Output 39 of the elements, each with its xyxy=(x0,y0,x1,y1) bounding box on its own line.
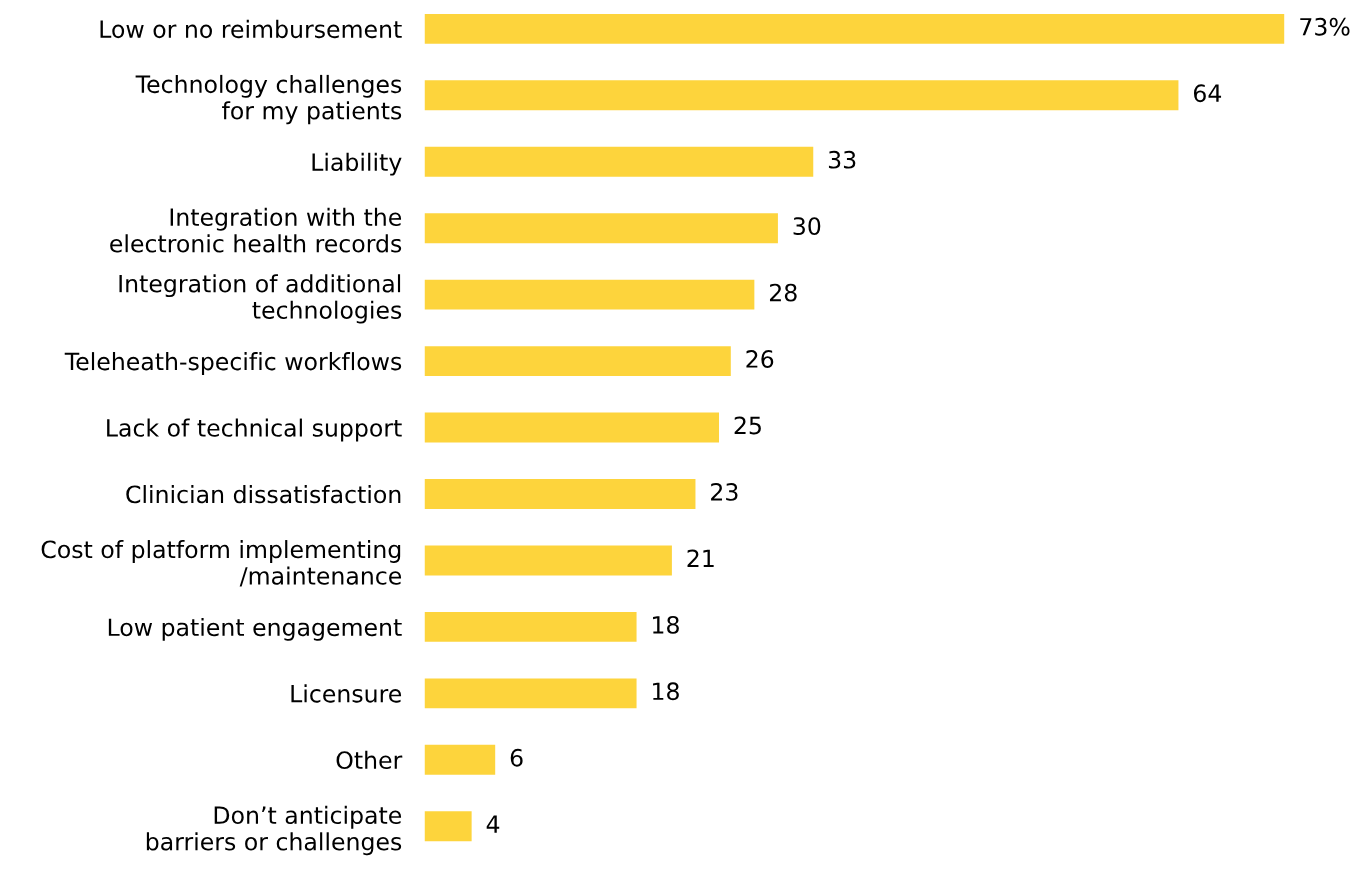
data-label: 28 xyxy=(769,283,797,302)
y-tick-label: Integration of additional technologies xyxy=(119,274,402,324)
data-label: 26 xyxy=(746,350,774,368)
y-tick-label: Teleheath-specific workflows xyxy=(64,352,402,375)
data-label: 21 xyxy=(687,549,714,567)
bar xyxy=(424,213,778,244)
y-tick-label: Other xyxy=(336,750,403,770)
data-label: 25 xyxy=(734,416,761,435)
data-label: 6 xyxy=(510,748,523,767)
bar xyxy=(424,346,731,377)
y-tick-label: Don’t anticipate barriers or challenges xyxy=(146,805,402,856)
data-label: 30 xyxy=(793,217,821,236)
y-tick-label: Clinician dissatisfaction xyxy=(126,485,401,504)
y-tick-label: Licensure xyxy=(291,684,402,703)
bar xyxy=(424,279,755,310)
data-label: 73% xyxy=(1300,17,1350,36)
y-tick-label: Technology challenges for my patients xyxy=(135,74,402,125)
bar xyxy=(424,412,720,443)
data-label: 18 xyxy=(653,615,679,634)
y-tick-label: Low or no reimbursement xyxy=(100,19,402,39)
y-tick-label: Liability xyxy=(312,152,402,176)
data-label: 64 xyxy=(1193,84,1222,103)
y-tick-label: Low patient engagement xyxy=(108,617,402,641)
bar xyxy=(424,146,814,177)
bar xyxy=(424,811,472,842)
bar xyxy=(424,678,637,709)
y-tick-label: Lack of technical support xyxy=(107,418,402,442)
data-label: 33 xyxy=(828,150,856,169)
bar xyxy=(424,13,1285,44)
data-label: 4 xyxy=(486,815,500,833)
bar xyxy=(424,80,1179,111)
bar xyxy=(424,479,696,509)
y-tick-label: Integration with the electronic health records xyxy=(110,207,402,253)
y-tick-label: Cost of platform implementing /maintenance xyxy=(41,540,402,587)
bar xyxy=(424,744,496,775)
bar xyxy=(424,611,637,642)
data-label: 18 xyxy=(653,682,679,701)
data-label: 23 xyxy=(711,482,738,501)
bar xyxy=(424,545,672,576)
